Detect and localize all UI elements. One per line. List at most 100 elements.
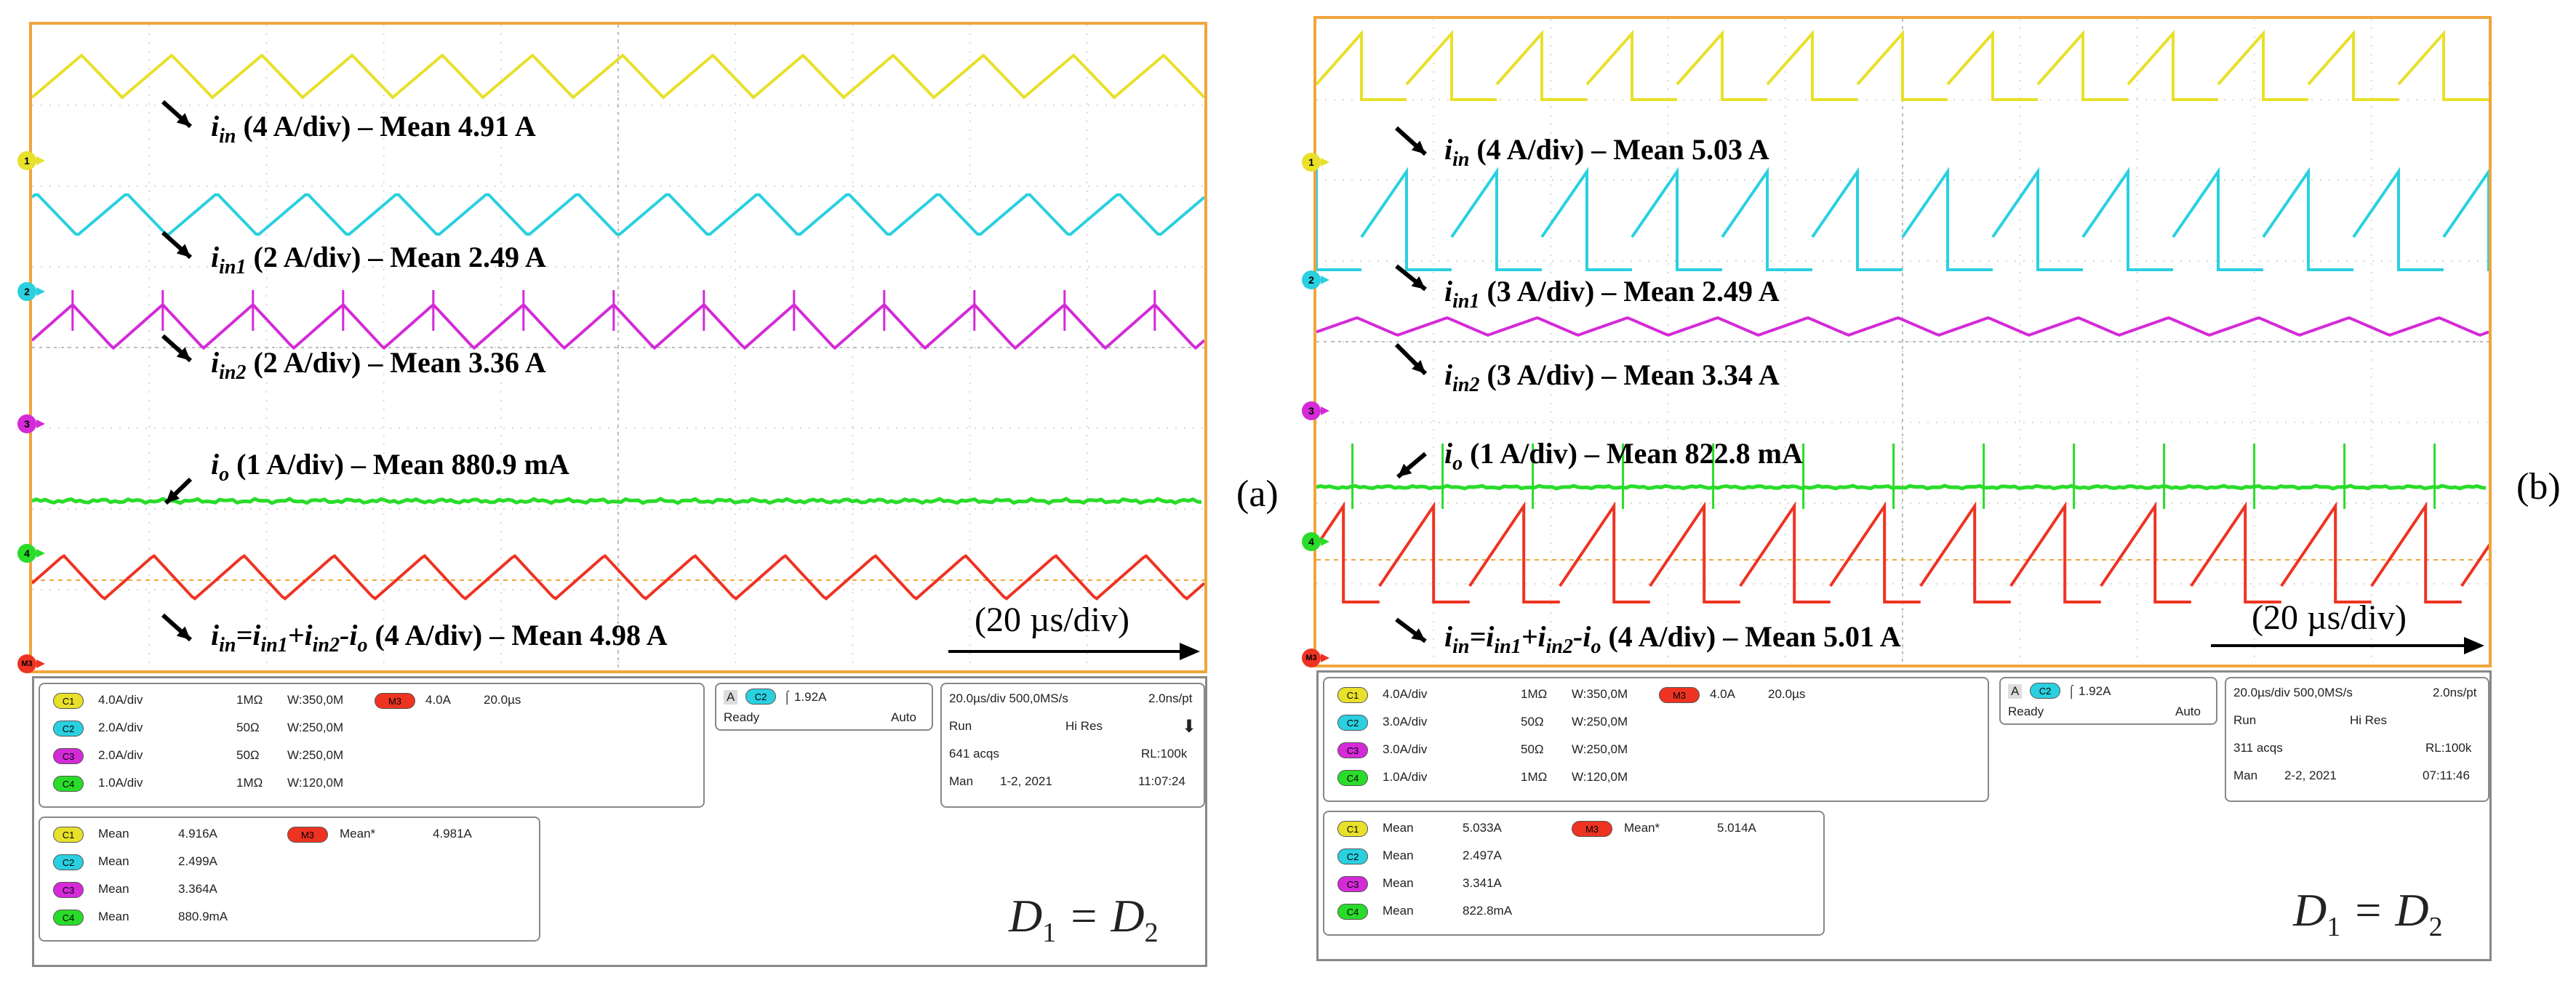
meas-c3-value: 3.364A (178, 882, 217, 896)
trigger-level: ⌠ 1.92A (2068, 684, 2111, 698)
channel-4-marker: 4 (1302, 532, 1329, 551)
trace-sum (1316, 501, 2489, 603)
time-scale-label: (20 µs/div) (975, 601, 1129, 639)
scope-info-panel-b: C1 4.0A/div 1MΩ W:350,0M M3 4.0A 20.0µs … (1316, 670, 2492, 961)
time-scale-label: (20 µs/div) (2252, 598, 2407, 637)
trigger-state: Ready (724, 710, 760, 724)
acq-man: Man (2233, 769, 2258, 782)
meas-c1-badge: C1 (53, 827, 84, 843)
channel-1-marker: 1 (17, 151, 45, 170)
meas-c2-value: 2.497A (1463, 848, 1502, 862)
c3-scale: 2.0A/div (98, 748, 143, 762)
label-arrow-head (176, 347, 191, 361)
trigger-mode: A (2008, 684, 2023, 699)
trace-label-iin2: iin2 (2 A/div) – Mean 3.36 A (211, 346, 546, 384)
m3-scale: 4.0A (425, 693, 451, 707)
acq-resolution: 2.0ns/pt (2433, 686, 2477, 699)
trace-iin2 (32, 302, 1204, 350)
trigger-channel-badge: C2 (745, 689, 776, 705)
acq-mode: Hi Res (2350, 713, 2388, 727)
meas-m3-badge: M3 (1572, 821, 1612, 837)
c1-scale: 4.0A/div (1383, 687, 1428, 701)
c3-bandwidth: W:250,0M (287, 748, 344, 762)
c4-scale: 1.0A/div (1383, 770, 1428, 784)
scope-panel-b: iin (4 A/div) – Mean 5.03 A iin1 (3 A/di… (1302, 16, 2506, 961)
meas-c2-badge: C2 (1337, 848, 1368, 864)
label-arrow-head (1411, 140, 1425, 154)
trace-label-iin1: iin1 (3 A/div) – Mean 2.49 A (1444, 275, 1780, 313)
acq-timebase: 20.0µs/div 500,0MS/s (949, 691, 1068, 705)
acq-timebase: 20.0µs/div 500,0MS/s (2233, 686, 2353, 699)
c2-badge: C2 (1337, 715, 1368, 731)
meas-m3-label: Mean* (1624, 821, 1660, 835)
c1-bandwidth: W:350,0M (287, 693, 344, 707)
label-arrow-head (166, 489, 180, 503)
meas-c3-label: Mean (1383, 876, 1414, 890)
label-arrow-head (176, 626, 191, 640)
duty-equation: D1 = D2 (2293, 884, 2443, 942)
channel-settings-box: C1 4.0A/div 1MΩ W:350,0M M3 4.0A 20.0µs … (39, 683, 705, 808)
acq-mode: Hi Res (1065, 719, 1103, 733)
meas-c1-label: Mean (98, 827, 129, 840)
m3-badge: M3 (1659, 687, 1700, 703)
c4-scale: 1.0A/div (98, 776, 143, 790)
meas-c4-label: Mean (98, 910, 129, 923)
channel-1-marker: 1 (1302, 153, 1329, 172)
label-arrow-head (1411, 628, 1425, 641)
trigger-state: Ready (2008, 705, 2044, 718)
scope-panel-a: iin (4 A/div) – Mean 4.91 A iin1 (2 A/di… (17, 22, 1222, 967)
acq-resolution: 2.0ns/pt (1148, 691, 1193, 705)
c2-badge: C2 (53, 721, 84, 737)
label-arrow-head (176, 244, 191, 257)
trace-label-io: io (1 A/div) – Mean 822.8 mA (1444, 437, 1803, 475)
trace-label-iin: iin (4 A/div) – Mean 4.91 A (211, 110, 536, 148)
trace-label-iin2: iin2 (3 A/div) – Mean 3.34 A (1444, 358, 1780, 396)
c3-badge: C3 (53, 748, 84, 764)
acq-date: 1-2, 2021 (1000, 774, 1052, 788)
trigger-auto: Auto (891, 710, 916, 724)
time-axis-arrow-head (1180, 643, 1200, 660)
trigger-box: A C2 ⌠ 1.92A Ready Auto (1999, 677, 2217, 725)
meas-c2-value: 2.499A (178, 854, 217, 868)
meas-c1-label: Mean (1383, 821, 1414, 835)
c4-bandwidth: W:120,0M (287, 776, 344, 790)
channel-settings-box: C1 4.0A/div 1MΩ W:350,0M M3 4.0A 20.0µs … (1323, 677, 1989, 802)
acquisition-box: 20.0µs/div 500,0MS/s 2.0ns/pt Run Hi Res… (2225, 677, 2489, 802)
acq-time: 07:11:46 (2423, 769, 2470, 782)
meas-c1-badge: C1 (1337, 821, 1368, 837)
acq-date: 2-2, 2021 (2284, 769, 2337, 782)
meas-c4-value: 880.9mA (178, 910, 228, 923)
trace-iin (32, 53, 1204, 100)
meas-c1-value: 5.033A (1463, 821, 1502, 835)
meas-m3-value: 5.014A (1717, 821, 1756, 835)
c2-bandwidth: W:250,0M (1572, 715, 1628, 729)
meas-c3-badge: C3 (53, 882, 84, 898)
meas-c2-label: Mean (98, 854, 129, 868)
c1-impedance: 1MΩ (236, 693, 263, 707)
trigger-level: ⌠ 1.92A (783, 690, 827, 704)
measurement-box: C1 Mean 4.916A M3 Mean* 4.981A C2 Mean 2… (39, 817, 540, 942)
c4-impedance: 1MΩ (236, 776, 263, 790)
c2-scale: 3.0A/div (1383, 715, 1428, 729)
acq-time: 11:07:24 (1138, 774, 1185, 788)
meas-m3-value: 4.981A (433, 827, 472, 840)
c1-scale: 4.0A/div (98, 693, 143, 707)
scope-screen-b (1313, 16, 2492, 667)
trace-iin1 (32, 193, 1204, 236)
trace-sum (32, 554, 1204, 601)
meas-c4-badge: C4 (1337, 904, 1368, 920)
c4-impedance: 1MΩ (1521, 770, 1548, 784)
down-arrow-icon: ⬇ (1182, 717, 1197, 737)
acquisition-box: 20.0µs/div 500,0MS/s 2.0ns/pt Run Hi Res… (940, 683, 1205, 808)
meas-c3-value: 3.341A (1463, 876, 1502, 890)
channel-4-marker: 4 (17, 544, 45, 563)
trace-label-sum: iin=iin1+iin2-io (4 A/div) – Mean 4.98 A (211, 619, 668, 657)
acq-run: Run (949, 719, 972, 733)
m3-time: 20.0µs (484, 693, 521, 707)
meas-m3-badge: M3 (287, 827, 328, 843)
channel-3-marker: 3 (1302, 401, 1329, 420)
c2-bandwidth: W:250,0M (287, 721, 344, 734)
measurement-box: C1 Mean 5.033A M3 Mean* 5.014A C2 Mean 2… (1323, 811, 1825, 936)
waveform-plot-a (32, 25, 1204, 670)
c3-scale: 3.0A/div (1383, 742, 1428, 756)
